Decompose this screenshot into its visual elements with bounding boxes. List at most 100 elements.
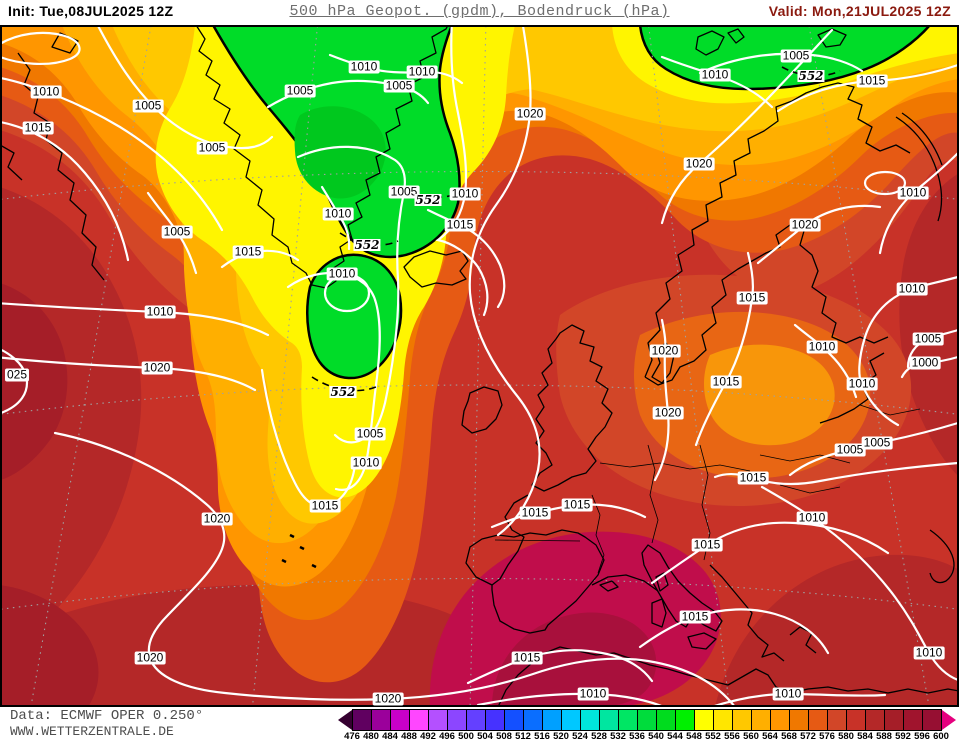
scale-swatch <box>561 710 580 730</box>
isobar-label: 1020 <box>649 343 681 358</box>
scale-tick-label: 500 <box>458 731 474 741</box>
scale-tick-label: 512 <box>515 731 531 741</box>
isobar-label: 1010 <box>322 206 354 221</box>
scale-tick-label: 532 <box>610 731 626 741</box>
scale-swatch <box>922 710 941 730</box>
scale-tick-label: 560 <box>743 731 759 741</box>
scale-swatch <box>675 710 694 730</box>
scale-swatch <box>713 710 732 730</box>
scale-tick-label: 580 <box>838 731 854 741</box>
isobar-label: 1010 <box>30 84 62 99</box>
geopotential-label: 552 <box>329 385 357 399</box>
isobar-label: 1010 <box>896 281 928 296</box>
isobar-label: 1020 <box>652 405 684 420</box>
scale-swatch <box>523 710 542 730</box>
scale-swatch <box>732 710 751 730</box>
isobar-label: 1010 <box>772 686 804 701</box>
isobar-label: 1015 <box>710 374 742 389</box>
scale-tick-label: 600 <box>933 731 949 741</box>
isobar-label: 1015 <box>511 650 543 665</box>
scale-tick-label: 556 <box>724 731 740 741</box>
valid-time-text: Valid: Mon,21JUL2025 12Z <box>768 3 951 19</box>
scale-tick-label: 544 <box>667 731 683 741</box>
data-source-text: Data: ECMWF OPER 0.250° <box>10 708 204 724</box>
scale-right-arrow <box>942 710 956 730</box>
scale-swatch <box>409 710 428 730</box>
isobar-label: 1010 <box>449 186 481 201</box>
scale-tick-label: 536 <box>629 731 645 741</box>
isobar-label: 1005 <box>284 83 316 98</box>
scale-swatch <box>827 710 846 730</box>
scale-swatch <box>656 710 675 730</box>
isobar-label: 1020 <box>134 650 166 665</box>
isobar-label: 1015 <box>691 537 723 552</box>
isobar-label: 1020 <box>141 360 173 375</box>
isobar-label: 1005 <box>388 184 420 199</box>
border-layer <box>494 404 921 574</box>
scale-swatch <box>580 710 599 730</box>
isobar-label: 1010 <box>326 266 358 281</box>
scale-tick-label: 552 <box>705 731 721 741</box>
isobar-label: 1005 <box>132 98 164 113</box>
isobar-label: 025 <box>4 367 30 382</box>
isobar-label: 1005 <box>834 442 866 457</box>
scale-swatch <box>865 710 884 730</box>
scale-tick-label: 488 <box>401 731 417 741</box>
isobar-label: 1015 <box>519 505 551 520</box>
init-time-text: Init: Tue,08JUL2025 12Z <box>8 3 174 19</box>
scale-swatch <box>789 710 808 730</box>
isobar-label: 1010 <box>796 510 828 525</box>
isobar-label: 1015 <box>856 73 888 88</box>
geopotential-label: 552 <box>414 193 442 207</box>
scale-tick-label: 516 <box>534 731 550 741</box>
scale-swatch <box>694 710 713 730</box>
scale-tick-label: 584 <box>857 731 873 741</box>
header-bar: Init: Tue,08JUL2025 12Z 500 hPa Geopot. … <box>0 0 959 25</box>
scale-tick-label: 592 <box>895 731 911 741</box>
isobar-label: 1015 <box>736 290 768 305</box>
scale-swatch <box>353 710 371 730</box>
isobar-label: 1015 <box>737 470 769 485</box>
scale-swatch <box>618 710 637 730</box>
isobar-label: 1010 <box>806 339 838 354</box>
scale-tick-label: 528 <box>591 731 607 741</box>
isobar-label: 1015 <box>22 120 54 135</box>
isobar-label: 1000 <box>909 355 941 370</box>
website-text: WWW.WETTERZENTRALE.DE <box>10 724 174 739</box>
scale-tick-label: 496 <box>439 731 455 741</box>
scale-swatch <box>637 710 656 730</box>
scale-swatch <box>903 710 922 730</box>
isobar-label: 1010 <box>699 67 731 82</box>
isobar-label: 1015 <box>679 609 711 624</box>
isobar-label: 1015 <box>232 244 264 259</box>
scale-tick-label: 540 <box>648 731 664 741</box>
scale-swatch <box>770 710 789 730</box>
isobar-label: 1020 <box>514 106 546 121</box>
scale-left-arrow <box>338 710 352 730</box>
isobar-label: 1010 <box>348 59 380 74</box>
isobar-label: 1010 <box>913 645 945 660</box>
isobar-label: 1005 <box>354 426 386 441</box>
isobar-label: 1015 <box>309 498 341 513</box>
geopotential-label: 552 <box>797 69 825 83</box>
scale-swatch <box>846 710 865 730</box>
scale-swatch <box>485 710 504 730</box>
isobar-label: 1020 <box>789 217 821 232</box>
isobar-label: 1005 <box>780 48 812 63</box>
isobar-label: 1015 <box>561 497 593 512</box>
scale-swatch <box>504 710 523 730</box>
scale-tick-label: 504 <box>477 731 493 741</box>
scale-swatch <box>751 710 770 730</box>
isobar-label: 1005 <box>912 331 944 346</box>
scale-swatch <box>390 710 409 730</box>
isobar-label: 1010 <box>406 64 438 79</box>
scale-tick-label: 596 <box>914 731 930 741</box>
isobar-label: 1010 <box>350 455 382 470</box>
isobar-label: 1020 <box>372 691 404 706</box>
scale-tick-label: 520 <box>553 731 569 741</box>
isobar-label: 1010 <box>846 376 878 391</box>
scale-tick-label: 568 <box>781 731 797 741</box>
isobar-label: 1005 <box>861 435 893 450</box>
scale-swatch <box>466 710 485 730</box>
